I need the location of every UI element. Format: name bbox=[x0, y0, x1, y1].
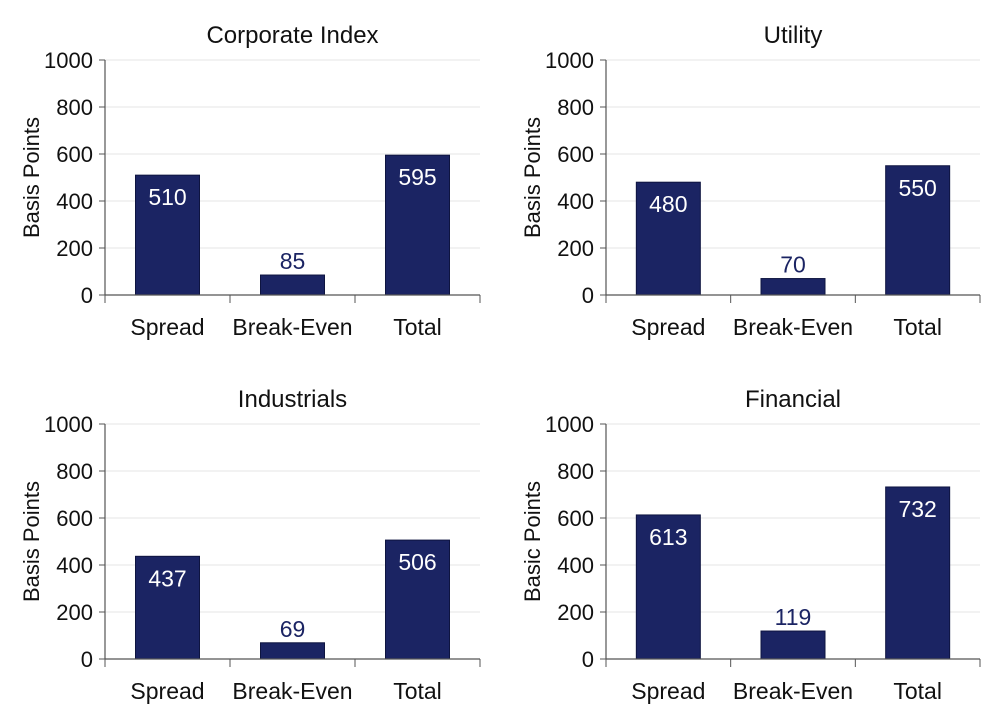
chart-1-y-tick-label: 1000 bbox=[44, 48, 93, 73]
chart-1-y-axis-label: Basis Points bbox=[19, 117, 44, 238]
chart-4-y-tick-label: 400 bbox=[557, 553, 594, 578]
chart-3-y-tick-label: 600 bbox=[56, 506, 93, 531]
chart-4-y-axis-label: Basic Points bbox=[520, 481, 545, 602]
chart-2-y-tick-label: 0 bbox=[582, 283, 594, 308]
chart-3-y-axis-label: Basis Points bbox=[19, 481, 44, 602]
chart-1-bar-spread bbox=[135, 174, 200, 296]
chart-2-y-tick-label: 1000 bbox=[545, 48, 594, 73]
chart-1-y-tick-label: 200 bbox=[56, 236, 93, 261]
chart-4-y-tick-label: 200 bbox=[557, 600, 594, 625]
chart-2-y-tick-label: 800 bbox=[557, 95, 594, 120]
chart-3-data-label: 437 bbox=[148, 565, 186, 591]
chart-2-bar-break-even bbox=[760, 278, 826, 296]
chart-2-x-tick-label: Spread bbox=[631, 314, 705, 340]
chart-3-x-tick-label: Break-Even bbox=[232, 678, 352, 704]
chart-1-title: Corporate Index bbox=[206, 22, 378, 49]
chart-2-title: Utility bbox=[764, 22, 823, 49]
chart-2-y-axis-label: Basis Points bbox=[520, 117, 545, 238]
chart-2-y-tick-label: 200 bbox=[557, 236, 594, 261]
chart-2-bar-total bbox=[885, 165, 951, 296]
chart-1-x-tick-label: Break-Even bbox=[232, 314, 352, 340]
chart-3-bar-total bbox=[385, 539, 450, 660]
chart-4-x-tick-label: Spread bbox=[631, 678, 705, 704]
chart-1-bar-total bbox=[385, 154, 450, 296]
chart-3-y-tick-label: 400 bbox=[56, 553, 93, 578]
chart-2-data-label: 70 bbox=[780, 252, 806, 278]
chart-4-y-tick-label: 0 bbox=[582, 647, 594, 672]
chart-2-x-tick-label: Total bbox=[893, 314, 942, 340]
chart-3-bar-spread bbox=[135, 555, 200, 660]
chart-3-x-tick-label: Spread bbox=[130, 678, 204, 704]
chart-1-data-label: 510 bbox=[148, 184, 186, 210]
chart-1-y-tick-label: 400 bbox=[56, 189, 93, 214]
chart-2-data-label: 550 bbox=[898, 175, 936, 201]
chart-3-data-label: 69 bbox=[280, 616, 306, 642]
chart-4-title: Financial bbox=[745, 386, 841, 413]
chart-1-data-label: 85 bbox=[280, 248, 306, 274]
chart-4-x-tick-label: Total bbox=[893, 678, 942, 704]
chart-1-x-tick-label: Total bbox=[393, 314, 442, 340]
chart-4-x-tick-label: Break-Even bbox=[733, 678, 853, 704]
chart-3-y-tick-label: 0 bbox=[81, 647, 93, 672]
chart-3-y-tick-label: 200 bbox=[56, 600, 93, 625]
chart-1-y-tick-label: 800 bbox=[56, 95, 93, 120]
chart-2-y-tick-label: 400 bbox=[557, 189, 594, 214]
chart-4-bar-total bbox=[885, 486, 951, 660]
chart-1-bar-break-even bbox=[260, 274, 325, 296]
chart-1-y-tick-label: 0 bbox=[81, 283, 93, 308]
chart-4-y-tick-label: 1000 bbox=[545, 412, 594, 437]
chart-4-data-label: 613 bbox=[649, 524, 687, 550]
chart-2-x-tick-label: Break-Even bbox=[733, 314, 853, 340]
chart-2-y-tick-label: 600 bbox=[557, 142, 594, 167]
chart-1-x-tick-label: Spread bbox=[130, 314, 204, 340]
chart-4-data-label: 119 bbox=[775, 604, 812, 630]
chart-3-title: Industrials bbox=[238, 386, 347, 413]
chart-4-bar-break-even bbox=[760, 630, 826, 660]
chart-4-y-tick-label: 800 bbox=[557, 459, 594, 484]
chart-1-data-label: 595 bbox=[398, 164, 436, 190]
chart-3-data-label: 506 bbox=[398, 549, 436, 575]
chart-4-data-label: 732 bbox=[898, 496, 936, 522]
chart-3-y-tick-label: 1000 bbox=[44, 412, 93, 437]
chart-3-y-tick-label: 800 bbox=[56, 459, 93, 484]
chart-1-y-tick-label: 600 bbox=[56, 142, 93, 167]
chart-3-x-tick-label: Total bbox=[393, 678, 442, 704]
chart-2-data-label: 480 bbox=[649, 191, 687, 217]
chart-4-y-tick-label: 600 bbox=[557, 506, 594, 531]
chart-4-bar-spread bbox=[635, 514, 701, 660]
chart-3-bar-break-even bbox=[260, 642, 325, 660]
